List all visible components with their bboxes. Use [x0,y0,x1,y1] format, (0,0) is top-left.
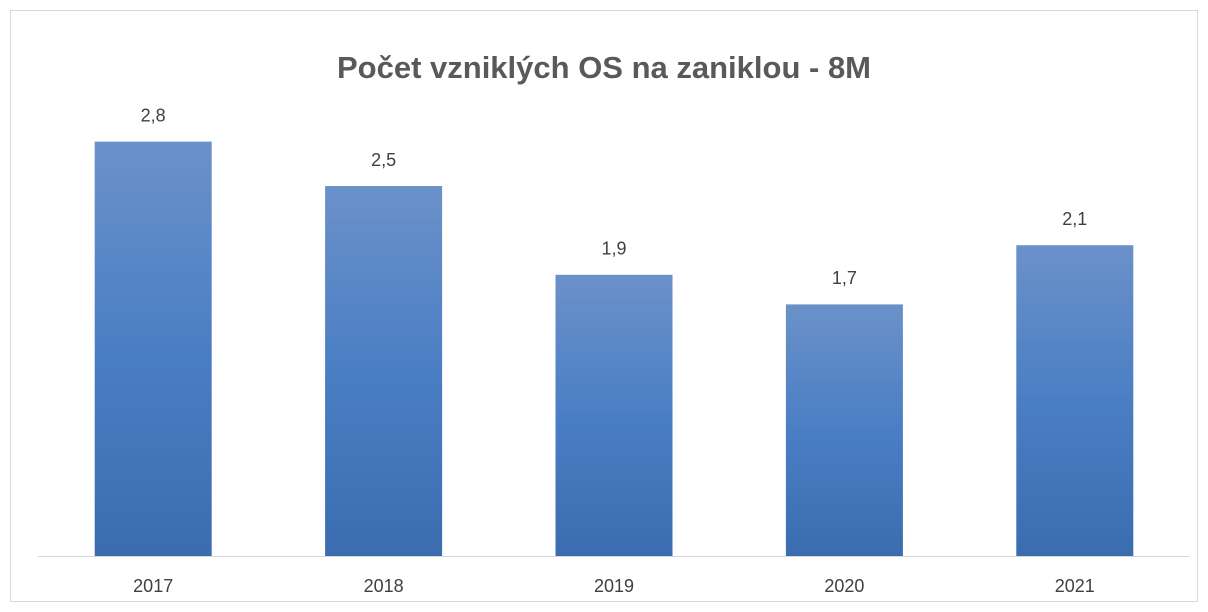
bar [325,186,443,556]
x-tick-label: 2019 [594,576,634,596]
x-tick-label: 2020 [824,576,864,596]
data-label: 2,8 [141,105,166,125]
bar [94,141,212,556]
bar [785,304,903,556]
data-label: 1,7 [832,268,857,288]
x-tick-label: 2018 [364,576,404,596]
x-tick-label: 2021 [1055,576,1095,596]
x-tick-label: 2017 [133,576,173,596]
bar [555,274,673,556]
bar [1016,245,1134,556]
data-label: 2,5 [371,150,396,170]
data-label: 2,1 [1062,209,1087,229]
data-label: 1,9 [601,239,626,259]
chart-title: Počet vzniklých OS na zaniklou - 8M [337,50,871,85]
